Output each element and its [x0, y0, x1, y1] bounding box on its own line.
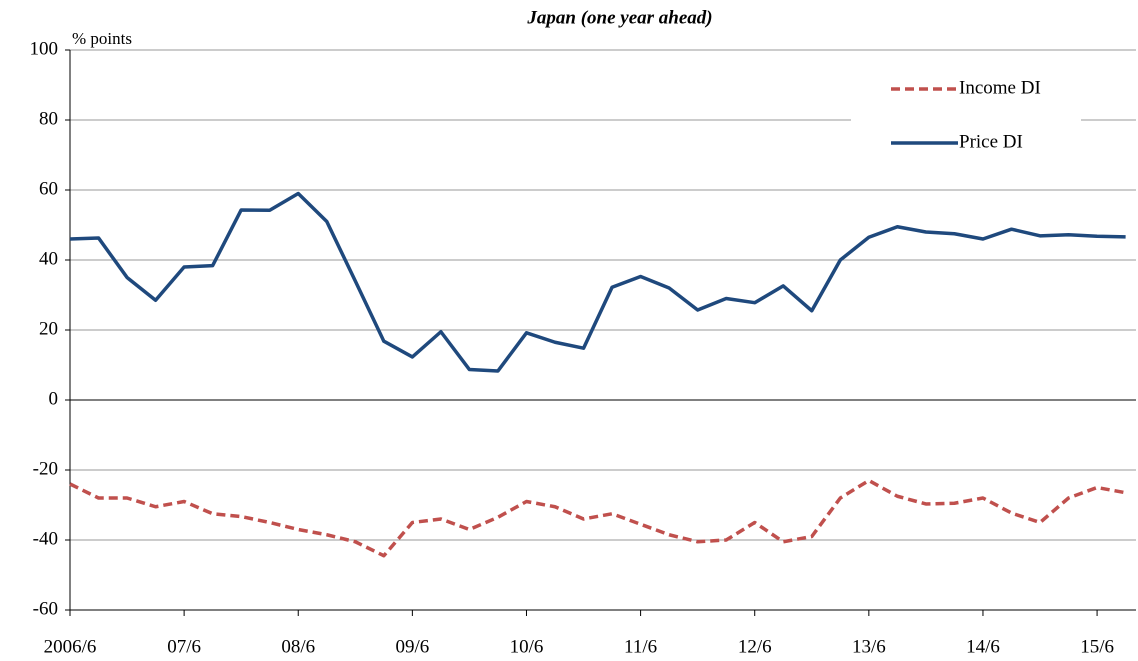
y-tick-label: -20	[33, 458, 58, 479]
x-tick-label: 2006/6	[44, 636, 97, 657]
x-tick-label: 09/6	[395, 636, 429, 657]
x-tick-label: 13/6	[852, 636, 886, 657]
y-tick-label: 60	[39, 178, 58, 199]
x-tick-label: 11/6	[624, 636, 657, 657]
x-tick-label: 15/6	[1080, 636, 1114, 657]
legend-label: Income DI	[959, 77, 1041, 98]
y-tick-label: 80	[39, 108, 58, 129]
data-line	[69, 478, 1126, 558]
y-tick-label: 20	[39, 318, 58, 339]
chart-title: Japan (one year ahead)	[526, 7, 712, 28]
y-tick-label: 40	[39, 248, 58, 269]
x-tick-label: 12/6	[738, 636, 772, 657]
y-tick-label: 100	[30, 38, 59, 59]
y-axis-label: % points	[72, 29, 132, 48]
data-line	[69, 191, 1126, 373]
legend-label: Price DI	[959, 131, 1023, 152]
x-tick-label: 07/6	[167, 636, 201, 657]
x-tick-label: 14/6	[966, 636, 1000, 657]
x-tick-label: 08/6	[281, 636, 315, 657]
y-tick-label: -40	[33, 528, 58, 549]
x-tick-label: 10/6	[510, 636, 544, 657]
y-tick-label: 0	[49, 388, 59, 409]
y-tick-label: -60	[33, 598, 58, 619]
legend-box	[851, 70, 1081, 170]
